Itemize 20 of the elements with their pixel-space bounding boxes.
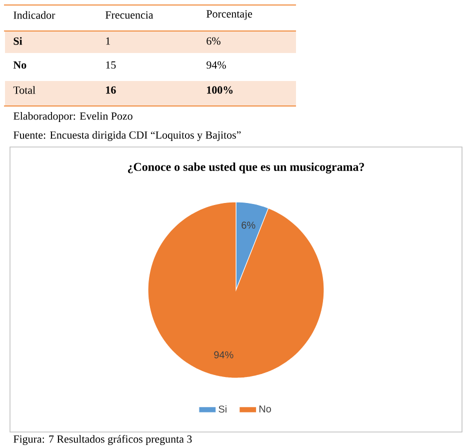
text: Elaboradopor: Evelin Pozo: [14, 112, 132, 122]
text: 6%: [206, 37, 220, 45]
data-label: 6%: [242, 222, 256, 229]
text: Figura: 7 Resultados gráficos pregunta 3: [14, 434, 192, 446]
text: Frecuencia: [106, 11, 154, 19]
chart-title: ¿Conoce o sabe usted que es un musicograma?: [128, 162, 364, 174]
text: 100%: [207, 86, 233, 94]
text: 16: [106, 86, 116, 94]
text: 1: [106, 37, 110, 45]
text: Si: [14, 37, 22, 45]
text: No: [13, 61, 26, 69]
data-label: 94%: [214, 351, 234, 358]
text: 15: [106, 61, 116, 69]
legend-label: No: [259, 406, 271, 412]
legend-label: Si: [218, 405, 226, 413]
source-note: Fuente: Encuesta dirigida CDI “Loquitos y Bajitos”: [14, 131, 241, 141]
text: Indicador: [14, 11, 56, 19]
text: Total: [13, 86, 36, 94]
text: 94%: [206, 61, 226, 69]
text: Porcentaje: [206, 10, 252, 20]
